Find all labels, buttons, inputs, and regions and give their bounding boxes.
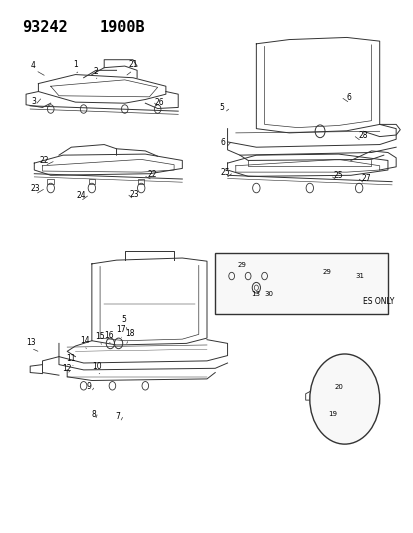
Text: 9: 9 (87, 382, 92, 391)
Text: ES ONLY: ES ONLY (362, 297, 394, 306)
Text: 24: 24 (76, 191, 85, 200)
Text: 10: 10 (93, 362, 102, 371)
Text: 14: 14 (80, 336, 90, 345)
Bar (138, 179, 144, 184)
Text: 3: 3 (31, 98, 36, 107)
Text: 17: 17 (115, 325, 125, 334)
Text: 2: 2 (94, 67, 98, 76)
Bar (88, 179, 95, 184)
Text: 1900B: 1900B (100, 20, 145, 35)
Text: 26: 26 (154, 99, 164, 108)
Text: 28: 28 (358, 131, 367, 140)
Text: 30: 30 (264, 292, 273, 297)
Text: 20: 20 (334, 384, 342, 390)
Text: 22: 22 (147, 170, 157, 179)
Bar (215, 253, 387, 314)
Text: 5: 5 (219, 103, 224, 112)
Text: 27: 27 (361, 174, 370, 183)
Text: 25: 25 (220, 168, 230, 177)
Text: 5: 5 (121, 315, 126, 324)
Text: 29: 29 (321, 269, 330, 275)
Text: 19: 19 (328, 411, 337, 417)
Text: 13: 13 (251, 292, 260, 297)
Text: 29: 29 (237, 262, 246, 268)
Bar (47, 179, 54, 184)
Text: 4: 4 (31, 61, 36, 70)
Text: 6: 6 (220, 138, 225, 147)
Text: 16: 16 (104, 330, 114, 340)
Text: 18: 18 (125, 329, 135, 338)
Text: 6: 6 (346, 93, 351, 102)
Text: 15: 15 (95, 332, 104, 341)
Text: 21: 21 (128, 60, 137, 69)
Text: 13: 13 (26, 338, 36, 347)
Text: 11: 11 (66, 354, 76, 363)
Circle shape (309, 354, 379, 444)
Text: 22: 22 (39, 156, 49, 165)
Text: 93242: 93242 (22, 20, 67, 35)
Text: 25: 25 (333, 171, 342, 180)
Text: 12: 12 (62, 364, 71, 373)
Text: 7: 7 (115, 413, 120, 421)
Text: 23: 23 (31, 184, 40, 193)
Text: 23: 23 (129, 190, 139, 199)
Text: 1: 1 (73, 60, 78, 69)
Text: 8: 8 (91, 410, 95, 419)
Text: 31: 31 (354, 273, 363, 279)
